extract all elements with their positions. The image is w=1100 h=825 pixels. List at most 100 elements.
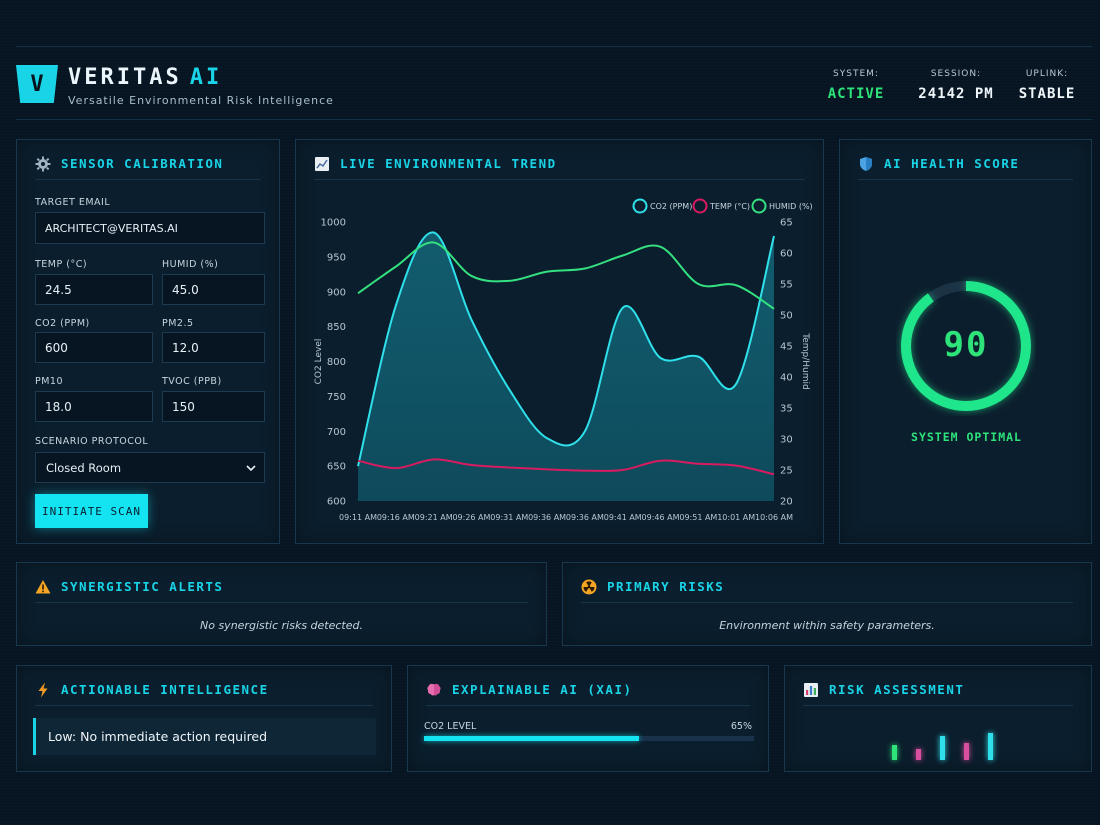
intel-message: Low: No immediate action required <box>48 729 268 744</box>
y2-tick-label: 40 <box>780 373 793 384</box>
lightning-icon <box>38 682 48 698</box>
risk-bar <box>940 736 945 760</box>
xai-factor-track <box>424 736 754 741</box>
session-label: SESSION: <box>930 69 982 79</box>
y-tick-label: 850 <box>327 322 346 333</box>
temp-field[interactable] <box>35 274 153 305</box>
legend-label: HUMID (%) <box>769 202 813 211</box>
co2-line <box>357 231 775 467</box>
tvoc-label: TVOC (PPB) <box>162 376 222 387</box>
legend-label: TEMP (°C) <box>709 202 750 211</box>
chevron-down-icon <box>246 465 256 472</box>
y-axis-label: CO2 Level <box>314 339 324 385</box>
primary-risks-title: PRIMARY RISKS <box>607 579 725 594</box>
scenario-select[interactable]: Closed Room <box>35 452 265 483</box>
shield-icon <box>860 157 872 171</box>
gear-icon <box>35 156 51 172</box>
x-tick-label: 09:16 AM <box>377 513 415 522</box>
explainable-ai-header: EXPLAINABLE AI (XAI) <box>426 682 750 706</box>
primary-risks-message: Environment within safety parameters. <box>719 619 935 632</box>
risk-assessment-header: RISK ASSESSMENT <box>803 682 1073 706</box>
system-status-value: ACTIVE <box>827 86 885 102</box>
x-tick-label: 10:06 AM <box>755 513 793 522</box>
y2-tick-label: 25 <box>780 466 793 477</box>
brand-subtitle: Versatile Environmental Risk Intelligenc… <box>68 94 334 107</box>
scenario-select-value: Closed Room <box>46 461 122 475</box>
email-label: TARGET EMAIL <box>35 197 111 208</box>
y2-tick-label: 60 <box>780 249 793 260</box>
explainable-ai-title: EXPLAINABLE AI (XAI) <box>452 682 633 697</box>
actionable-intelligence-panel: ACTIONABLE INTELLIGENCE Low: No immediat… <box>16 665 392 772</box>
risk-bar <box>988 733 993 760</box>
primary-risks-header: PRIMARY RISKS <box>581 579 1073 603</box>
health-score-value: 90 <box>943 325 989 365</box>
initiate-scan-button[interactable]: INITIATE SCAN <box>35 494 148 528</box>
y2-tick-label: 30 <box>780 435 793 446</box>
y2-tick-label: 50 <box>780 311 793 322</box>
x-tick-label: 09:36 AM <box>528 513 566 522</box>
live-trend-title: LIVE ENVIRONMENTAL TREND <box>340 156 557 171</box>
xai-factor-label: CO2 LEVEL <box>424 721 477 732</box>
actionable-intelligence-header: ACTIONABLE INTELLIGENCE <box>35 682 373 706</box>
session-status: SESSION: 24142 PM <box>906 69 1006 102</box>
live-trend-header: LIVE ENVIRONMENTAL TREND <box>314 156 805 180</box>
health-score-panel: AI HEALTH SCORE 90 SYSTEM OPTIMAL <box>839 139 1092 544</box>
header: V VERITAS AI Versatile Environmental Risk… <box>16 46 1092 120</box>
y-tick-label: 750 <box>327 392 346 403</box>
y2-tick-label: 35 <box>780 404 793 415</box>
x-tick-label: 09:46 AM <box>642 513 680 522</box>
legend-label: CO2 (PPM) <box>650 202 692 211</box>
x-tick-label: 09:26 AM <box>452 513 490 522</box>
y-tick-label: 900 <box>327 287 346 298</box>
x-tick-label: 09:51 AM <box>679 513 717 522</box>
bar-chart-icon <box>804 683 818 697</box>
co2-field[interactable] <box>35 332 153 363</box>
logo-letter: V <box>30 71 44 97</box>
brand-name: VERITAS <box>68 65 182 90</box>
y2-tick-label: 55 <box>780 280 793 291</box>
primary-risks-panel: PRIMARY RISKS Environment within safety … <box>562 562 1092 646</box>
system-status-label: SYSTEM: <box>833 69 879 79</box>
gauge-arc <box>901 281 1031 411</box>
scenario-label: SCENARIO PROTOCOL <box>35 436 149 447</box>
synergistic-alerts-title: SYNERGISTIC ALERTS <box>61 579 224 594</box>
health-score-header: AI HEALTH SCORE <box>858 156 1073 180</box>
synergistic-alerts-panel: SYNERGISTIC ALERTS No synergistic risks … <box>16 562 547 646</box>
y-tick-label: 800 <box>327 357 346 368</box>
synergistic-alerts-header: SYNERGISTIC ALERTS <box>35 579 528 603</box>
humid-label: HUMID (%) <box>162 259 219 270</box>
email-field[interactable] <box>35 212 265 244</box>
pm25-label: PM2.5 <box>162 318 194 329</box>
humid-line <box>357 241 775 310</box>
xai-factor-fill <box>424 736 639 741</box>
xai-factor-percent: 65% <box>730 721 752 732</box>
temp-line <box>357 458 775 476</box>
y-tick-label: 650 <box>327 462 346 473</box>
tvoc-field[interactable] <box>162 391 265 422</box>
logo: V <box>16 65 58 103</box>
brain-icon <box>427 683 441 696</box>
trend-chart: 1000 950 900 850 800 750 700 650 600 65 60 55 50 45 40… <box>314 198 813 522</box>
humid-field[interactable] <box>162 274 265 305</box>
synergistic-alerts-message: No synergistic risks detected. <box>200 619 363 632</box>
intel-message-box: Low: No immediate action required <box>33 718 376 755</box>
x-tick-label: 09:41 AM <box>604 513 642 522</box>
y-tick-label: 950 <box>327 252 346 263</box>
x-tick-label: 10:01 AM <box>717 513 755 522</box>
risk-bar <box>916 749 921 760</box>
legend-swatch <box>692 198 708 214</box>
co2-label: CO2 (PPM) <box>35 318 90 329</box>
session-value: 24142 PM <box>918 86 994 102</box>
pm10-field[interactable] <box>35 391 153 422</box>
brand-title: VERITAS AI <box>68 65 222 90</box>
y2-axis-label: Temp/Humid <box>800 332 810 389</box>
system-status: SYSTEM: ACTIVE <box>816 69 896 102</box>
x-tick-label: 09:36 AM <box>566 513 604 522</box>
y2-tick-label: 65 <box>780 218 793 229</box>
legend-swatch <box>751 198 767 214</box>
x-tick-label: 09:11 AM <box>339 513 377 522</box>
pm25-field[interactable] <box>162 332 265 363</box>
legend-swatch <box>632 198 648 214</box>
brand-suffix: AI <box>189 65 223 90</box>
x-tick-label: 09:21 AM <box>415 513 453 522</box>
